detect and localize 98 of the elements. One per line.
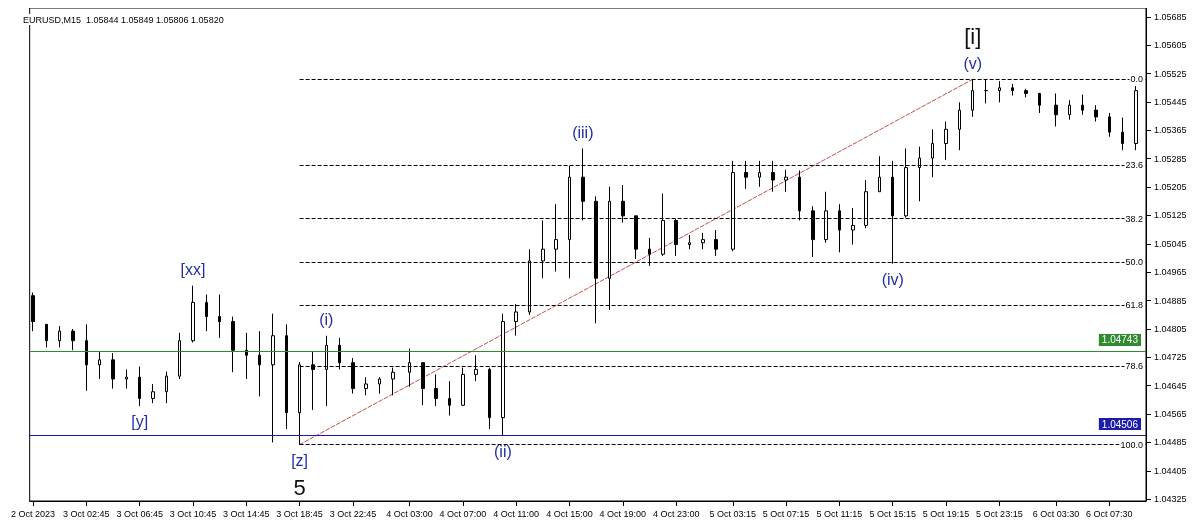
x-tick-label: 3 Oct 18:45 xyxy=(276,508,323,519)
y-tick-label: 1.04645 xyxy=(1154,380,1187,391)
x-tick-label: 4 Oct 11:00 xyxy=(493,508,540,519)
x-tick-label: 5 Oct 07:15 xyxy=(762,508,810,519)
candlestick xyxy=(205,294,208,332)
candlestick xyxy=(1068,99,1071,121)
candlestick xyxy=(1011,83,1014,97)
candlestick xyxy=(1134,85,1138,151)
candlestick xyxy=(165,371,168,404)
y-tick-label: 1.04485 xyxy=(1154,437,1187,448)
annotation: (ii) xyxy=(493,442,512,460)
y-tick-label: 1.04805 xyxy=(1154,323,1187,334)
candlestick xyxy=(178,332,181,380)
candlestick xyxy=(258,330,261,397)
x-tick-label: 6 Oct 03:30 xyxy=(1032,508,1080,519)
annotation: 61.8 xyxy=(1125,299,1143,310)
x-tick-label: 2 Oct 2023 xyxy=(11,508,56,519)
y-tick-label: 1.05125 xyxy=(1154,210,1187,221)
y-tick-label: 1.05205 xyxy=(1154,182,1187,193)
candlestick xyxy=(944,121,948,161)
candlestick xyxy=(45,323,48,348)
annotation: 23.6 xyxy=(1125,160,1143,171)
candlestick xyxy=(434,373,438,407)
annotation: [z] xyxy=(291,452,309,470)
annotation: (iv) xyxy=(881,271,904,289)
ref-line-label: 1.04506 xyxy=(1101,418,1139,430)
annotation: [xx] xyxy=(180,261,206,279)
candlestick xyxy=(958,101,961,151)
x-tick-label: 4 Oct 23:00 xyxy=(652,508,700,519)
annotation: 78.6 xyxy=(1125,361,1143,372)
annotation: 5 xyxy=(293,475,306,501)
x-tick-label: 3 Oct 10:45 xyxy=(169,508,217,519)
x-tick-label: 3 Oct 22:45 xyxy=(329,508,377,519)
candlestick xyxy=(271,313,275,443)
y-tick-label: 1.05685 xyxy=(1154,11,1187,22)
y-tick-label: 1.04965 xyxy=(1154,267,1187,278)
annotation: (i) xyxy=(319,311,334,329)
x-tick-label: 3 Oct 06:45 xyxy=(116,508,163,519)
x-tick-label: 5 Oct 23:15 xyxy=(976,508,1023,519)
candlestick xyxy=(364,376,368,396)
x-tick-label: 5 Oct 19:15 xyxy=(922,508,970,519)
candlestick xyxy=(58,325,61,348)
y-tick-label: 1.04405 xyxy=(1154,465,1187,476)
annotation: (iii) xyxy=(572,123,594,141)
candlestick xyxy=(151,383,155,404)
y-tick-label: 1.05605 xyxy=(1154,40,1187,51)
annotation: 0.0 xyxy=(1130,74,1143,85)
y-tick-label: 1.04885 xyxy=(1154,295,1187,306)
candlestick xyxy=(714,229,718,257)
candlestick xyxy=(285,323,288,430)
y-tick-label: 1.05525 xyxy=(1154,68,1187,79)
x-tick-label: 4 Oct 15:00 xyxy=(546,508,593,519)
x-tick-label: 5 Oct 15:15 xyxy=(869,508,917,519)
candlestick xyxy=(1081,94,1084,116)
y-tick-label: 1.04725 xyxy=(1154,352,1187,363)
candlestick xyxy=(1024,88,1028,98)
y-tick-label: 1.05365 xyxy=(1154,125,1187,136)
annotation: (v) xyxy=(963,54,983,72)
x-tick-label: 6 Oct 07:30 xyxy=(1086,508,1133,519)
annotation: 50.0 xyxy=(1125,256,1143,267)
candlestick xyxy=(701,232,705,250)
y-tick-label: 1.05285 xyxy=(1154,153,1187,164)
candlestick xyxy=(1121,117,1124,151)
candlestick xyxy=(71,328,75,351)
candlestick xyxy=(125,368,128,390)
x-tick-label: 3 Oct 02:45 xyxy=(63,508,110,519)
candlestick xyxy=(191,285,195,343)
candlestick xyxy=(1108,112,1111,138)
annotation: [y] xyxy=(131,413,149,431)
annotation: 38.2 xyxy=(1125,213,1143,224)
x-tick-label: 4 Oct 07:00 xyxy=(439,508,487,519)
candlestick xyxy=(1038,92,1041,114)
annotation: [i] xyxy=(964,23,982,49)
candlestick xyxy=(784,169,788,193)
x-tick-label: 4 Oct 03:00 xyxy=(386,508,433,519)
candlestick xyxy=(85,323,88,392)
y-tick-label: 1.05445 xyxy=(1154,96,1187,107)
candlestick xyxy=(378,376,381,395)
candlestick xyxy=(245,332,248,380)
candlestick xyxy=(98,351,101,380)
candlestick xyxy=(448,380,451,417)
x-tick-label: 4 Oct 19:00 xyxy=(599,508,647,519)
y-tick-label: 1.05045 xyxy=(1154,238,1187,249)
ref-line-label: 1.04743 xyxy=(1101,334,1139,346)
x-tick-label: 5 Oct 03:15 xyxy=(709,508,757,519)
candlestick xyxy=(688,234,691,250)
annotation: 100.0 xyxy=(1120,439,1143,450)
y-tick-label: 1.04565 xyxy=(1154,409,1187,420)
candlestick xyxy=(231,316,235,373)
candlestick xyxy=(138,366,141,407)
candlestick xyxy=(218,294,221,339)
candlestick xyxy=(111,352,115,390)
y-tick-label: 1.04325 xyxy=(1154,494,1187,505)
x-tick-label: 3 Oct 14:45 xyxy=(223,508,270,519)
x-tick-label: 5 Oct 11:15 xyxy=(816,508,863,519)
candlestick xyxy=(1094,104,1098,122)
candlestick xyxy=(1054,92,1058,127)
text: EURUSD,M15 1.05844 1.05849 1.05806 1.05820 xyxy=(23,14,224,25)
